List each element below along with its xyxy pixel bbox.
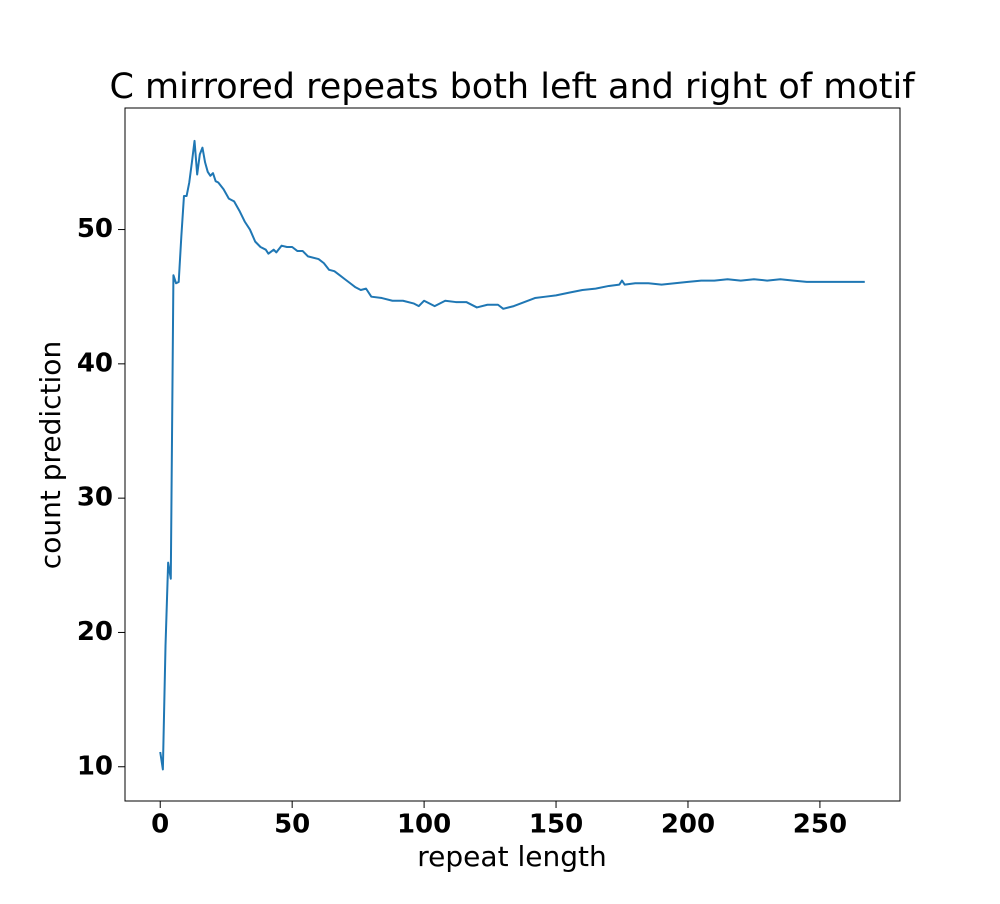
x-tick-label: 0	[151, 810, 169, 840]
x-axis-label: repeat length	[417, 840, 606, 873]
plot-frame	[124, 107, 901, 802]
chart-title: C mirrored repeats both left and right o…	[109, 67, 915, 107]
x-tick-label: 50	[274, 810, 310, 840]
x-tick-label: 150	[529, 810, 583, 840]
y-tick-label: 10	[77, 751, 113, 781]
y-tick-label: 20	[77, 617, 113, 647]
y-tick-label: 30	[77, 483, 113, 513]
x-tick-label: 200	[661, 810, 715, 840]
y-tick-label: 50	[77, 214, 113, 244]
y-tick-label: 40	[77, 348, 113, 378]
x-tick-label: 100	[397, 810, 451, 840]
y-axis-label: count prediction	[34, 341, 67, 569]
data-line	[159, 139, 865, 771]
x-tick-label: 250	[793, 810, 847, 840]
